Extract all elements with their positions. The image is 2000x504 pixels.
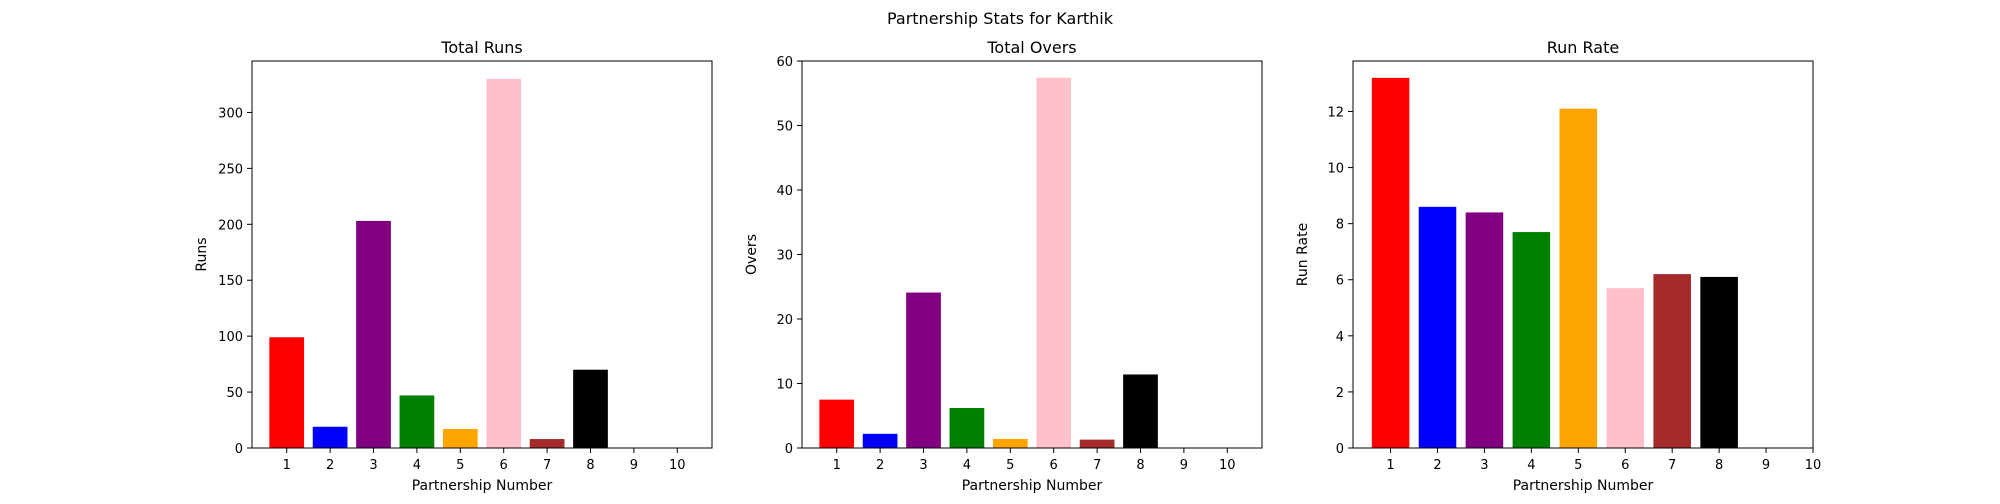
- x-tick-label: 10: [1805, 458, 1822, 473]
- x-tick-label: 7: [543, 458, 551, 473]
- x-tick-label: 2: [1433, 458, 1441, 473]
- y-tick-label: 200: [218, 218, 243, 233]
- y-tick-label: 4: [1336, 330, 1344, 345]
- x-tick-label: 5: [1006, 458, 1014, 473]
- y-tick-label: 2: [1336, 386, 1344, 401]
- bar-2: [1418, 206, 1457, 448]
- y-tick-label: 10: [776, 378, 793, 393]
- y-tick-label: 250: [218, 162, 243, 177]
- y-axis-label: Runs: [194, 237, 210, 271]
- bar-6: [486, 78, 522, 449]
- bar-4: [399, 395, 435, 448]
- bar-3: [356, 220, 391, 448]
- bar-3: [906, 292, 941, 448]
- chart-title: Total Runs: [440, 38, 522, 57]
- bar-8: [573, 369, 608, 448]
- x-tick-label: 5: [1574, 458, 1582, 473]
- x-tick-label: 6: [500, 458, 508, 473]
- x-tick-label: 6: [1621, 458, 1629, 473]
- bar-8: [1700, 276, 1738, 448]
- axes-frame: [1352, 60, 1814, 449]
- y-tick-label: 30: [776, 249, 793, 264]
- bar-2: [312, 426, 348, 448]
- y-tick-label: 12: [1327, 105, 1344, 120]
- bar-5: [992, 438, 1028, 448]
- x-tick-label: 3: [369, 458, 377, 473]
- y-tick-label: 8: [1336, 218, 1344, 233]
- bar-6: [1606, 288, 1645, 448]
- x-tick-label: 9: [630, 458, 638, 473]
- y-axis-label: Overs: [744, 234, 760, 275]
- bar-1: [269, 337, 305, 448]
- y-tick-label: 50: [776, 120, 793, 135]
- y-tick-label: 0: [1336, 442, 1344, 457]
- x-tick-label: 9: [1762, 458, 1770, 473]
- bar-4: [1512, 232, 1551, 448]
- bar-8: [1123, 374, 1158, 448]
- x-tick-label: 2: [876, 458, 884, 473]
- bar-6: [1036, 77, 1072, 449]
- bar-7: [1653, 274, 1691, 448]
- y-tick-label: 40: [776, 184, 793, 199]
- x-tick-label: 7: [1093, 458, 1101, 473]
- x-tick-label: 1: [283, 458, 291, 473]
- x-tick-label: 5: [456, 458, 464, 473]
- x-tick-label: 2: [326, 458, 334, 473]
- chart-title: Run Rate: [1547, 38, 1619, 57]
- y-tick-label: 150: [218, 274, 243, 289]
- y-tick-label: 50: [226, 386, 243, 401]
- bar-1: [1371, 77, 1410, 449]
- x-tick-label: 4: [1527, 458, 1535, 473]
- x-axis-label: Partnership Number: [962, 478, 1103, 494]
- y-tick-label: 100: [218, 330, 243, 345]
- y-tick-label: 0: [785, 442, 793, 457]
- x-tick-label: 6: [1050, 458, 1058, 473]
- bar-5: [1559, 108, 1598, 448]
- bar-4: [949, 408, 985, 448]
- y-tick-label: 60: [776, 55, 793, 70]
- x-tick-label: 4: [413, 458, 421, 473]
- x-tick-label: 4: [963, 458, 971, 473]
- x-axis-label: Partnership Number: [412, 478, 553, 494]
- bar-7: [1079, 439, 1115, 448]
- x-tick-label: 7: [1668, 458, 1676, 473]
- axes-frame: [801, 60, 1263, 449]
- y-tick-label: 6: [1336, 274, 1344, 289]
- y-tick-label: 10: [1327, 162, 1344, 177]
- x-tick-label: 3: [919, 458, 927, 473]
- figure-suptitle: Partnership Stats for Karthik: [887, 9, 1114, 28]
- x-tick-label: 8: [586, 458, 594, 473]
- y-axis-label: Run Rate: [1295, 223, 1311, 286]
- x-tick-label: 10: [669, 458, 686, 473]
- bar-7: [529, 439, 565, 448]
- bar-3: [1465, 212, 1504, 448]
- chart-panel-2: 0 10 20 30 40 50 60 1 2 3 4 5 6 7 8 9 10 Total Overs Partn…: [744, 38, 1263, 494]
- bar-2: [862, 433, 898, 448]
- x-tick-label: 1: [833, 458, 841, 473]
- x-tick-label: 9: [1180, 458, 1188, 473]
- x-tick-label: 8: [1715, 458, 1723, 473]
- axes-frame: [251, 60, 713, 449]
- x-tick-label: 8: [1136, 458, 1144, 473]
- chart-panel-1: 0 50 100 150 200 250 300 1 2 3 4 5 6 7 8 9 10 Total Runs P…: [194, 38, 713, 494]
- bar-5: [442, 428, 478, 448]
- bar-1: [819, 399, 855, 448]
- x-tick-label: 3: [1480, 458, 1488, 473]
- y-tick-label: 300: [218, 106, 243, 121]
- x-tick-label: 10: [1219, 458, 1236, 473]
- x-tick-label: 1: [1386, 458, 1394, 473]
- x-axis-label: Partnership Number: [1513, 478, 1654, 494]
- y-tick-label: 20: [776, 313, 793, 328]
- chart-title: Total Overs: [986, 38, 1076, 57]
- y-tick-label: 0: [235, 442, 243, 457]
